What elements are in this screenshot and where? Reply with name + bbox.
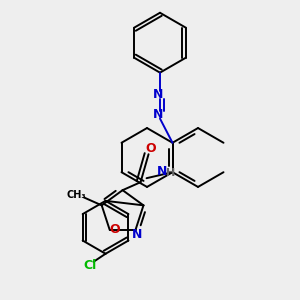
- Text: N: N: [157, 165, 168, 178]
- Text: H: H: [166, 168, 175, 178]
- Text: N: N: [153, 108, 163, 121]
- Text: O: O: [145, 142, 156, 155]
- Text: N: N: [153, 88, 163, 101]
- Text: CH₃: CH₃: [67, 190, 87, 200]
- Text: O: O: [110, 224, 120, 236]
- Text: Cl: Cl: [83, 259, 96, 272]
- Text: N: N: [132, 228, 143, 242]
